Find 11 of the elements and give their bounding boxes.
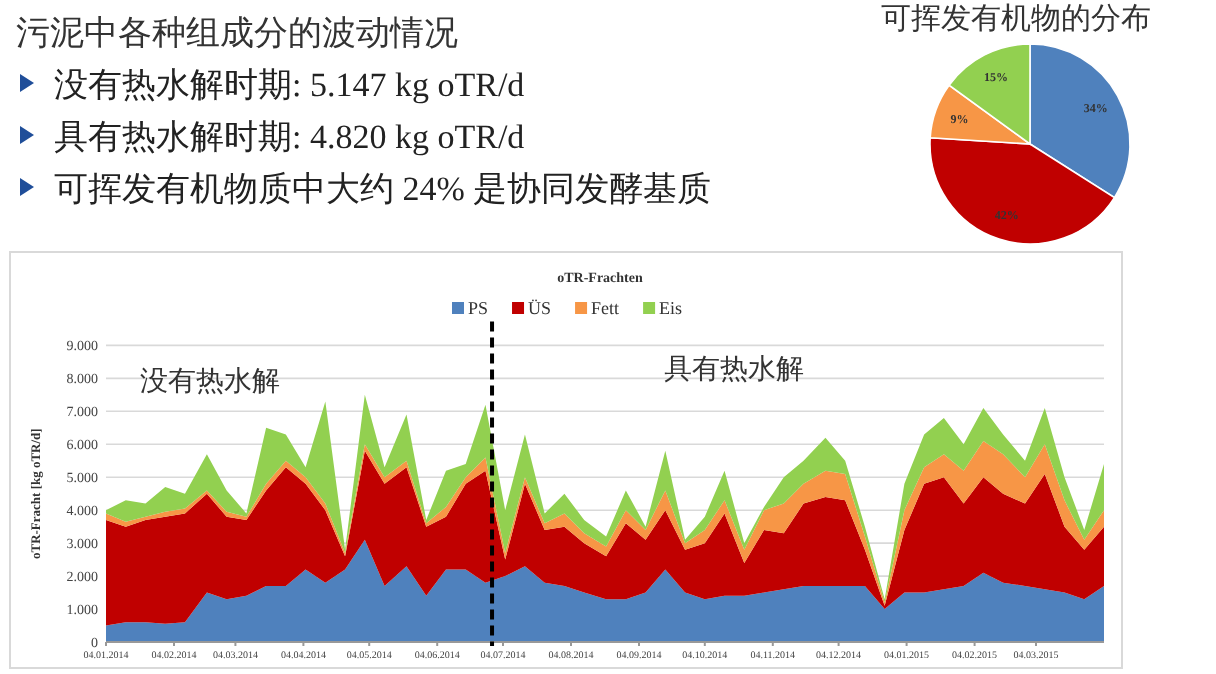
text: 具有热水解时期: 4.820 kg oTR/d	[54, 118, 526, 156]
annotation: 没有热水解	[140, 366, 280, 398]
chart-title: 可挥发有机物的分布	[881, 2, 1151, 36]
text: 可挥发有机物质中大约 24% 是协同发酵基质	[54, 170, 712, 208]
text: 污泥中各种组成分的波动情况	[16, 14, 458, 52]
legend-label: Eis	[659, 298, 684, 318]
legend-label: Fett	[591, 298, 621, 318]
text: 没有热水解时期: 5.147 kg oTR/d	[54, 66, 526, 104]
legend-label: ÜS	[528, 298, 552, 318]
legend-label: PS	[468, 298, 489, 318]
annotation: 具有热水解	[664, 354, 804, 386]
